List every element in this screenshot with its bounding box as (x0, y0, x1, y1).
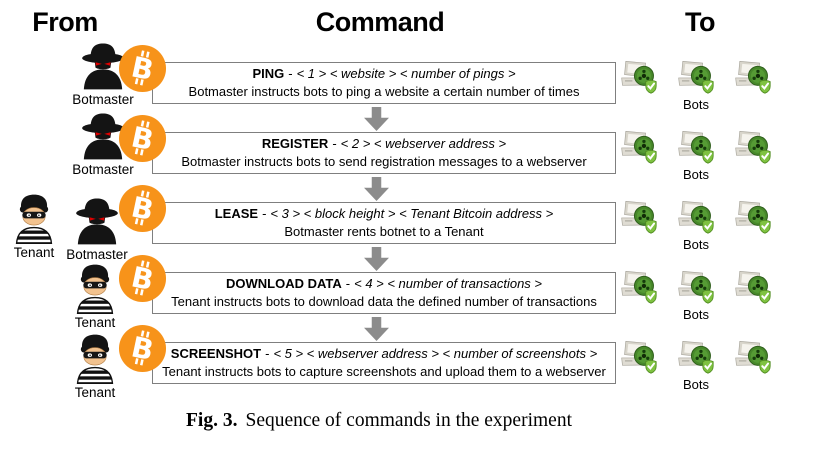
command-params: < 2 > < webserver address > (340, 135, 507, 151)
bitcoin-icon (118, 44, 167, 93)
bots-group (620, 60, 772, 95)
command-description: Botmaster instructs bots to ping a websi… (188, 84, 580, 99)
command-box-download-data: DOWNLOAD DATA - < 4 > < number of transact… (152, 272, 616, 314)
command-title: PING - < 1 > < website > < number of pings… (252, 65, 515, 83)
botmaster-spy-icon (72, 196, 122, 246)
bots-label: Bots (682, 377, 709, 392)
figure-number: Fig. 3. (186, 410, 238, 431)
actor-label: Tenant (74, 315, 116, 330)
actor-tenant: Tenant (2, 192, 66, 260)
actor-botmaster: Botmaster (63, 41, 143, 107)
bot-computer-icon (734, 340, 772, 375)
bot-computer-icon (734, 60, 772, 95)
bot-computer-icon (677, 60, 715, 95)
actor-label: Tenant (74, 385, 116, 400)
tenant-burglar-icon (9, 192, 59, 244)
bots-label: Bots (682, 97, 709, 112)
bot-computer-icon (620, 270, 658, 305)
actor-botmaster: Botmaster (57, 196, 137, 262)
command-separator: - (288, 65, 293, 81)
command-title: DOWNLOAD DATA - < 4 > < number of transact… (226, 275, 542, 293)
command-header: Command (315, 7, 445, 37)
bot-computer-icon (734, 130, 772, 165)
command-description: Botmaster instructs bots to send registr… (181, 154, 587, 169)
command-params: < 1 > < website > < number of pings > (296, 65, 516, 81)
bots-label: Bots (682, 237, 709, 252)
actor-label: Tenant (13, 245, 55, 260)
bitcoin-icon (118, 254, 167, 303)
command-box-screenshot: SCREENSHOT - < 5 > < webserver address > <… (152, 342, 616, 384)
bots-group (620, 340, 772, 375)
command-box-lease: LEASE - < 3 > < block height > < Tenant Bi… (152, 202, 616, 244)
command-box-register: REGISTER - < 2 > < webserver address > Bot… (152, 132, 616, 174)
figure-caption: Fig. 3. Sequence of commands in the exper… (99, 410, 659, 432)
bots-group (620, 200, 772, 235)
bot-computer-icon (677, 340, 715, 375)
down-arrow-icon (364, 317, 389, 341)
bitcoin-icon (118, 324, 167, 373)
command-separator: - (345, 275, 351, 291)
command-description: Tenant instructs bots to capture screens… (162, 364, 606, 379)
bot-computer-icon (620, 130, 658, 165)
command-name: PING (252, 65, 285, 81)
command-box-ping: PING - < 1 > < website > < number of pings… (152, 62, 616, 104)
actor-tenant: Tenant (55, 332, 135, 400)
to-header: To (685, 7, 715, 37)
from-header: From (32, 7, 98, 37)
bot-computer-icon (620, 60, 658, 95)
figure-caption-text: Sequence of commands in the experiment (245, 410, 572, 431)
command-params: < 3 > < block height > < Tenant Bitcoin … (270, 205, 554, 221)
command-params: < 5 > < webserver address > < number of … (273, 345, 598, 361)
actor-label: Botmaster (72, 92, 134, 107)
down-arrow-icon (364, 177, 389, 201)
bot-computer-icon (677, 270, 715, 305)
command-description: Tenant instructs bots to download data t… (171, 294, 597, 309)
actor-tenant: Tenant (55, 262, 135, 330)
command-name: DOWNLOAD DATA (225, 275, 342, 291)
command-title: SCREENSHOT - < 5 > < webserver address > <… (171, 345, 597, 363)
command-name: LEASE (214, 205, 259, 221)
command-name: REGISTER (261, 135, 329, 151)
bitcoin-icon (118, 114, 167, 163)
bot-computer-icon (620, 340, 658, 375)
command-name: SCREENSHOT (170, 345, 262, 361)
bot-computer-icon (677, 130, 715, 165)
command-params: < 4 > < number of transactions > (354, 275, 542, 291)
bot-computer-icon (620, 200, 658, 235)
bots-group (620, 270, 772, 305)
actor-label: Botmaster (66, 247, 128, 262)
bot-computer-icon (677, 200, 715, 235)
command-separator: - (262, 205, 267, 221)
tenant-burglar-icon (70, 262, 120, 314)
bots-group (620, 130, 772, 165)
actor-botmaster: Botmaster (63, 111, 143, 177)
command-title: REGISTER - < 2 > < webserver address > (262, 135, 506, 153)
bitcoin-icon (118, 184, 167, 233)
bots-label: Bots (682, 167, 709, 182)
bots-label: Bots (682, 307, 709, 322)
actor-label: Botmaster (72, 162, 134, 177)
bot-computer-icon (734, 270, 772, 305)
command-description: Botmaster rents botnet to a Tenant (284, 224, 484, 239)
tenant-burglar-icon (70, 332, 120, 384)
bot-computer-icon (734, 200, 772, 235)
command-separator: - (332, 135, 337, 151)
down-arrow-icon (364, 247, 389, 271)
command-title: LEASE - < 3 > < block height > < Tenant Bi… (215, 205, 554, 223)
command-separator: - (265, 345, 270, 361)
down-arrow-icon (364, 107, 389, 131)
